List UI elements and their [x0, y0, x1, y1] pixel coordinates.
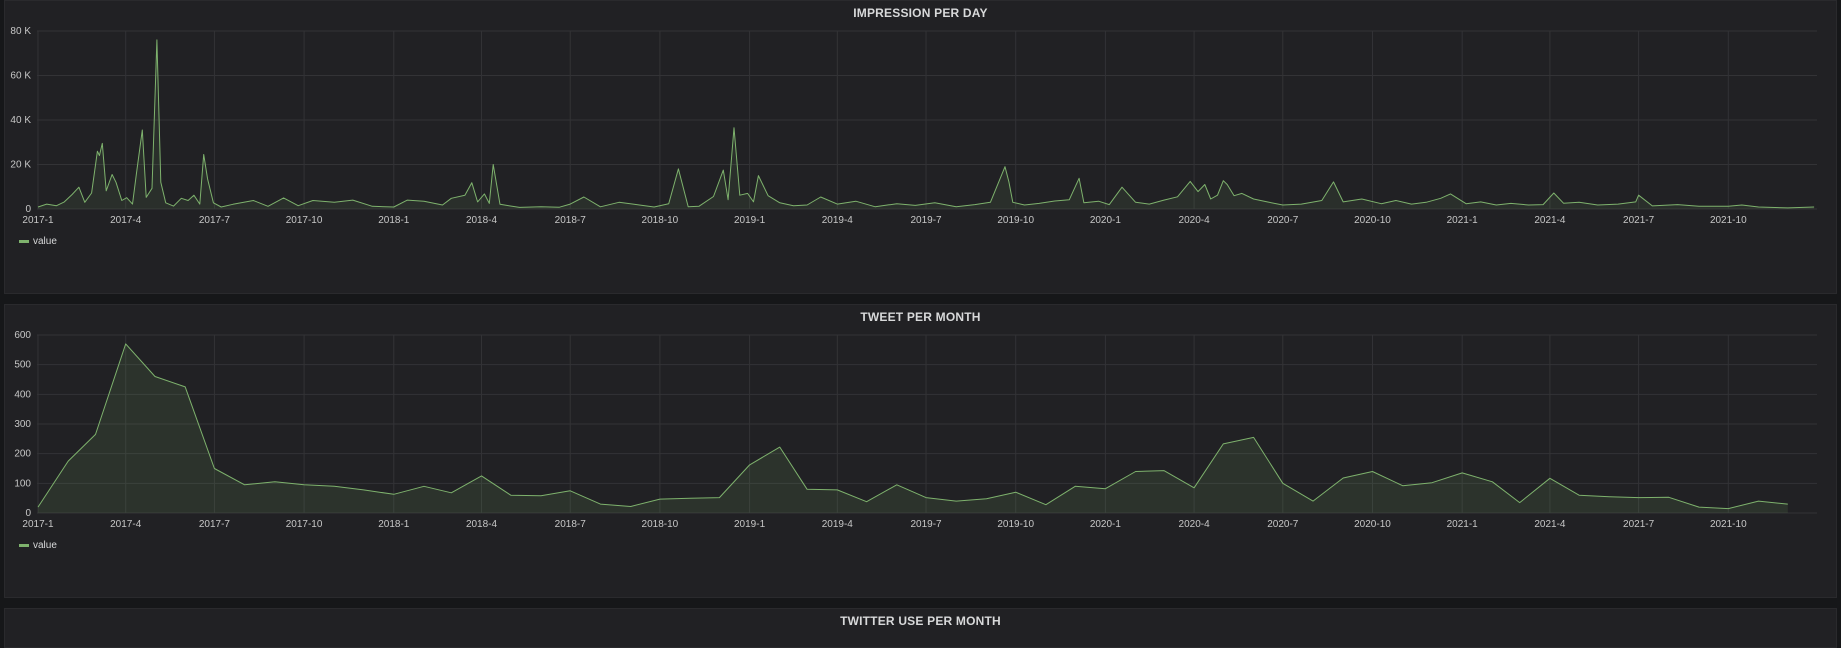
y-tick-label: 40 K — [10, 115, 31, 126]
tweet-panel: TWEET PER MONTH 0 100 200 300 400 500 600 2017-… — [4, 304, 1837, 598]
x-tick-label: 2020-4 — [1179, 519, 1211, 530]
y-tick-label: 60 K — [10, 71, 31, 82]
impression-legend-label: value — [33, 236, 57, 247]
x-tick-label: 2021-7 — [1623, 215, 1655, 226]
impression-panel: IMPRESSION PER DAY 0 20 K 40 K 60 K 80 K 2017… — [4, 0, 1837, 294]
x-tick-label: 2020-4 — [1179, 215, 1211, 226]
impression-panel-title[interactable]: IMPRESSION PER DAY — [853, 6, 988, 20]
x-tick-label: 2019-1 — [734, 215, 766, 226]
x-tick-label: 2020-10 — [1354, 215, 1391, 226]
x-tick-label: 2021-10 — [1710, 215, 1747, 226]
x-tick-label: 2019-7 — [910, 519, 942, 530]
tweet-legend[interactable]: value — [19, 540, 57, 551]
x-tick-label: 2019-10 — [997, 519, 1034, 530]
x-tick-label: 2018-1 — [378, 519, 410, 530]
grid-lines — [37, 334, 1817, 514]
x-tick-label: 2019-7 — [910, 215, 942, 226]
x-tick-label: 2021-4 — [1534, 519, 1566, 530]
x-tick-label: 2019-1 — [734, 519, 766, 530]
y-tick-label: 0 — [25, 204, 31, 215]
y-tick-label: 100 — [14, 478, 31, 489]
x-tick-label: 2021-10 — [1710, 519, 1747, 530]
x-tick-label: 2020-1 — [1090, 215, 1122, 226]
y-tick-label: 500 — [14, 360, 31, 371]
series-line-value[interactable] — [37, 343, 1788, 510]
y-tick-label: 300 — [14, 419, 31, 430]
y-tick-label: 0 — [25, 508, 31, 519]
x-tick-label: 2018-10 — [642, 519, 679, 530]
impression-chart: 0 20 K 40 K 60 K 80 K 2017-1 2017-4 2017-7 2017-… — [10, 26, 1817, 226]
y-tick-label: 20 K — [10, 160, 31, 171]
x-tick-label: 2017-1 — [22, 215, 54, 226]
y-tick-label: 200 — [14, 449, 31, 460]
x-tick-label: 2020-7 — [1267, 215, 1299, 226]
x-tick-label: 2017-10 — [286, 215, 323, 226]
y-tick-label: 80 K — [10, 26, 31, 37]
x-tick-label: 2018-4 — [466, 215, 498, 226]
legend-swatch-icon — [19, 240, 29, 243]
x-tick-label: 2017-7 — [199, 519, 231, 530]
x-tick-label: 2019-4 — [822, 215, 854, 226]
y-tick-label: 400 — [14, 389, 31, 400]
x-tick-label: 2020-10 — [1354, 519, 1391, 530]
x-tick-label: 2020-7 — [1267, 519, 1299, 530]
x-tick-label: 2017-1 — [22, 519, 54, 530]
x-tick-label: 2017-4 — [110, 215, 142, 226]
x-tick-label: 2017-7 — [199, 215, 231, 226]
x-tick-label: 2021-1 — [1447, 519, 1479, 530]
x-tick-label: 2018-4 — [466, 519, 498, 530]
twitter-use-panel: TWITTER USE PER MONTH — [4, 608, 1837, 648]
x-tick-label: 2021-7 — [1623, 519, 1655, 530]
impression-legend[interactable]: value — [19, 236, 57, 247]
tweet-chart: 0 100 200 300 400 500 600 2017-1 2017-4 2017-7 201… — [14, 330, 1817, 530]
series-line-value[interactable] — [37, 39, 1815, 209]
x-tick-label: 2021-1 — [1447, 215, 1479, 226]
x-tick-label: 2019-4 — [822, 519, 854, 530]
x-tick-label: 2017-4 — [110, 519, 142, 530]
x-tick-label: 2018-7 — [555, 215, 587, 226]
x-tick-label: 2018-7 — [555, 519, 587, 530]
x-tick-label: 2020-1 — [1090, 519, 1122, 530]
x-tick-label: 2017-10 — [286, 519, 323, 530]
y-tick-label: 600 — [14, 330, 31, 341]
x-tick-label: 2018-1 — [378, 215, 410, 226]
tweet-legend-label: value — [33, 540, 57, 551]
legend-swatch-icon — [19, 544, 29, 547]
twitter-use-panel-title[interactable]: TWITTER USE PER MONTH — [840, 614, 1001, 628]
series-area-value — [38, 343, 1788, 513]
x-tick-label: 2021-4 — [1534, 215, 1566, 226]
x-tick-label: 2019-10 — [997, 215, 1034, 226]
grid-lines — [37, 30, 1817, 210]
tweet-panel-title[interactable]: TWEET PER MONTH — [860, 310, 981, 324]
x-tick-label: 2018-10 — [642, 215, 679, 226]
